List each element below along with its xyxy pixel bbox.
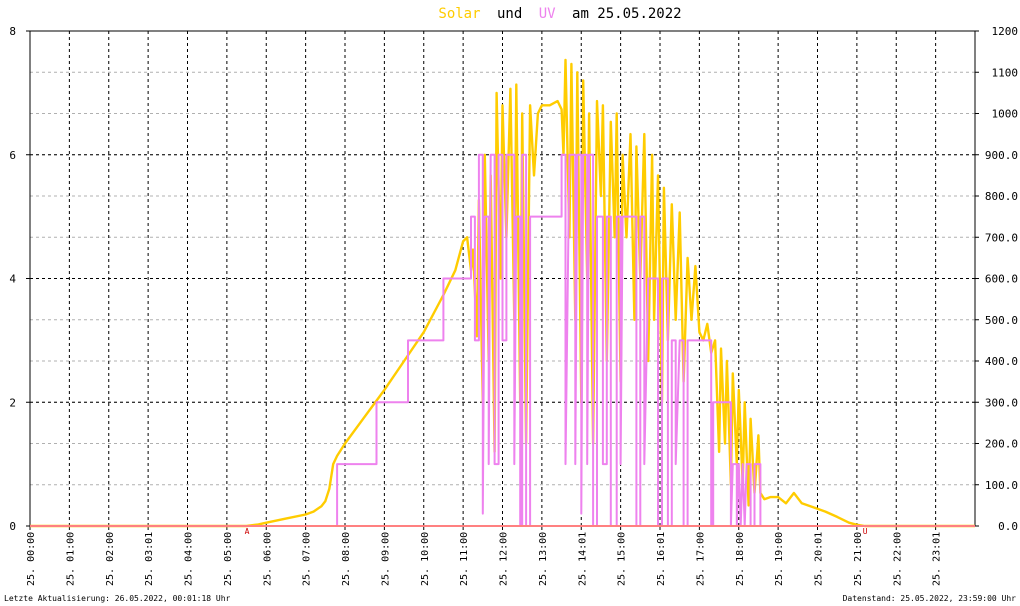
solar-series-line — [30, 58, 975, 528]
right-tick-label: 0.0 — [998, 520, 1018, 533]
left-tick-label: 4 — [9, 273, 16, 286]
x-tick-label: 25. 19:00 — [774, 532, 785, 586]
right-tick-label: 300.0 — [985, 396, 1018, 409]
footer-data-status: Datenstand: 25.05.2022, 23:59:00 Uhr — [843, 594, 1017, 603]
x-tick-label: 25. 07:00 — [302, 532, 313, 586]
x-tick-label: 25. 03:01 — [144, 532, 155, 586]
x-tick-label: 25. 10:00 — [420, 532, 431, 586]
x-tick-label: 25. 22:00 — [892, 532, 903, 586]
right-tick-label: 1100 — [992, 66, 1019, 79]
x-tick-label: 25. 05:00 — [223, 532, 234, 586]
x-tick-label: 25. 09:00 — [380, 532, 391, 586]
chart-title: Solar und UV am 25.05.2022 — [438, 6, 681, 22]
x-tick-label: 25. 23:01 — [932, 532, 943, 586]
axes: 0 2 4 6 8 0.0 100.0 200.0 300.0 400.0 500.0 600.0 70… — [9, 25, 1018, 586]
right-tick-label: 200.0 — [985, 438, 1018, 451]
title-date: am 25.05.2022 — [572, 6, 682, 22]
left-tick-label: 8 — [9, 25, 16, 38]
title-und: und — [497, 6, 522, 22]
x-tick-label: 25. 06:00 — [262, 532, 273, 586]
right-tick-label: 700.0 — [985, 231, 1018, 244]
x-tick-label: 25. 14:01 — [577, 532, 588, 586]
right-tick-label: 1200 — [992, 25, 1019, 38]
footer-last-update: Letzte Aktualisierung: 26.05.2022, 00:01… — [4, 594, 231, 603]
x-tick-label: 25. 02:00 — [105, 532, 116, 586]
series-group — [30, 58, 975, 528]
left-tick-label: 6 — [9, 149, 16, 162]
left-tick-label: 0 — [9, 520, 16, 533]
x-tick-label: 25. 12:00 — [499, 532, 510, 586]
sun-marker-label: A — [245, 527, 250, 536]
title-uv: UV — [539, 6, 556, 22]
x-tick-label: 25. 04:00 — [184, 532, 195, 586]
right-tick-label: 900.0 — [985, 149, 1018, 162]
x-tick-label: 25. 18:00 — [735, 532, 746, 586]
right-tick-label: 1000 — [992, 108, 1019, 121]
x-tick-label: 25. 21:00 — [853, 532, 864, 586]
left-tick-label: 2 — [9, 396, 16, 409]
right-tick-label: 500.0 — [985, 314, 1018, 327]
right-tick-label: 800.0 — [985, 190, 1018, 203]
x-tick-label: 25. 20:01 — [814, 532, 825, 586]
right-tick-label: 100.0 — [985, 479, 1018, 492]
x-tick-label: 25. 08:00 — [341, 532, 352, 586]
x-tick-label: 25. 00:00 — [26, 532, 37, 586]
x-tick-label: 25. 13:00 — [538, 532, 549, 586]
x-tick-label: 25. 11:00 — [459, 532, 470, 586]
title-solar: Solar — [438, 6, 480, 22]
right-tick-label: 600.0 — [985, 273, 1018, 286]
right-tick-label: 400.0 — [985, 355, 1018, 368]
sun-marker-label: U — [863, 527, 868, 536]
x-tick-label: 25. 17:00 — [695, 532, 706, 586]
x-tick-label: 25. 16:01 — [656, 532, 667, 586]
x-tick-label: 25. 15:00 — [617, 532, 628, 586]
x-tick-label: 25. 01:00 — [65, 532, 76, 586]
